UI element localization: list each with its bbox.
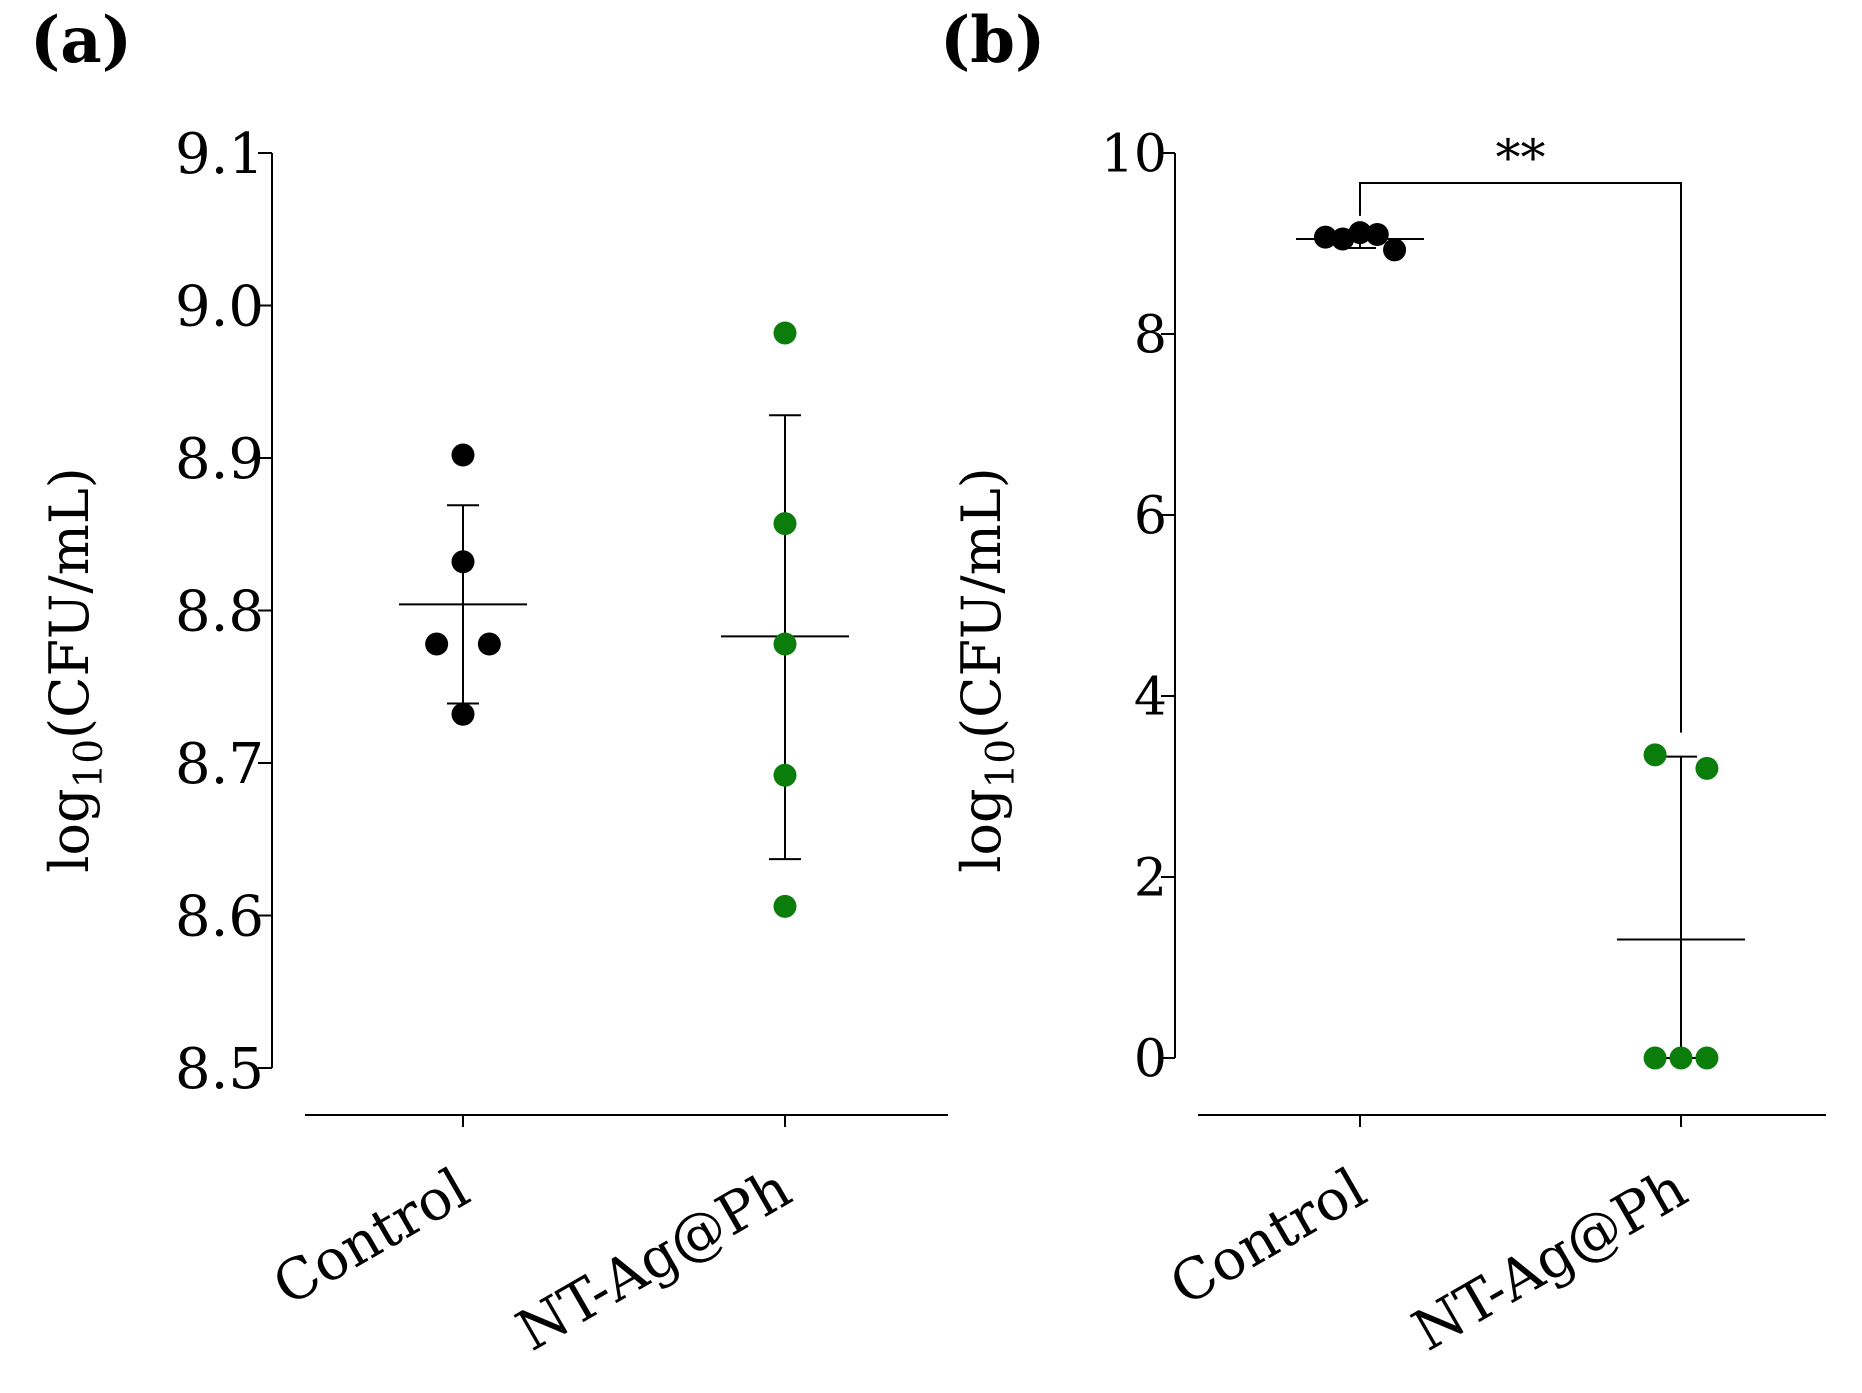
x-category-label: NT-Ag@Ph	[506, 1156, 802, 1364]
y-tick-label: 2	[1134, 849, 1167, 909]
data-point	[773, 763, 797, 787]
y-axis-label-rest: (CFU/mL)	[950, 467, 1013, 739]
x-category-label: NT-Ag@Ph	[1402, 1156, 1698, 1364]
y-tick-label: 8	[1134, 306, 1167, 366]
y-tick-label: 0	[1134, 1030, 1167, 1090]
data-point	[1348, 221, 1372, 245]
y-tick-label: 8.5	[175, 1037, 264, 1102]
y-axis-label-rest: (CFU/mL)	[38, 467, 101, 739]
panel-a-chart: (a) 8.5 8.6 8.7 8.8 8.9 9.0 9.1 log10(CFU/mL) Con…	[30, 3, 948, 1364]
y-tick-label: 8.9	[175, 427, 264, 492]
data-point	[1643, 743, 1667, 767]
data-point	[477, 632, 501, 656]
significance-bracket	[1359, 182, 1682, 733]
y-tick-label: 10	[1101, 125, 1167, 185]
data-point	[773, 512, 797, 536]
data-point	[1695, 756, 1719, 780]
y-tick-label: 9.1	[175, 122, 264, 187]
data-point	[773, 632, 797, 656]
x-category-label: Control	[1160, 1156, 1377, 1319]
panel-label: (a)	[30, 3, 132, 78]
y-axis-label: log10(CFU/mL)	[950, 467, 1024, 873]
y-tick-label: 6	[1134, 487, 1167, 547]
y-axis-label-main: log	[38, 788, 101, 872]
data-point	[773, 894, 797, 918]
panel-label: (b)	[940, 3, 1045, 78]
y-axis-label-sub: 10	[979, 739, 1024, 788]
data-point	[1383, 238, 1407, 262]
y-tick-label: 8.6	[175, 885, 264, 950]
y-tick-label: 4	[1134, 668, 1167, 728]
y-tick-label: 9.0	[175, 275, 264, 340]
data-point	[451, 443, 475, 467]
significance-label: **	[1496, 129, 1546, 187]
data-point	[1331, 227, 1355, 251]
y-tick-label: 8.8	[175, 580, 264, 645]
y-axis-label: log10(CFU/mL)	[38, 467, 112, 873]
data-point	[451, 550, 475, 574]
data-point	[1365, 222, 1389, 246]
data-point	[451, 702, 475, 726]
data-point	[773, 321, 797, 345]
data-point	[1643, 1046, 1667, 1070]
data-point	[1695, 1046, 1719, 1070]
x-category-label: Control	[263, 1156, 480, 1319]
data-point	[1313, 225, 1337, 249]
y-axis-label-sub: 10	[67, 739, 112, 788]
data-point	[425, 632, 449, 656]
data-point	[1669, 1046, 1693, 1070]
y-tick-label: 8.7	[175, 732, 264, 797]
y-axis-label-main: log	[950, 788, 1013, 872]
